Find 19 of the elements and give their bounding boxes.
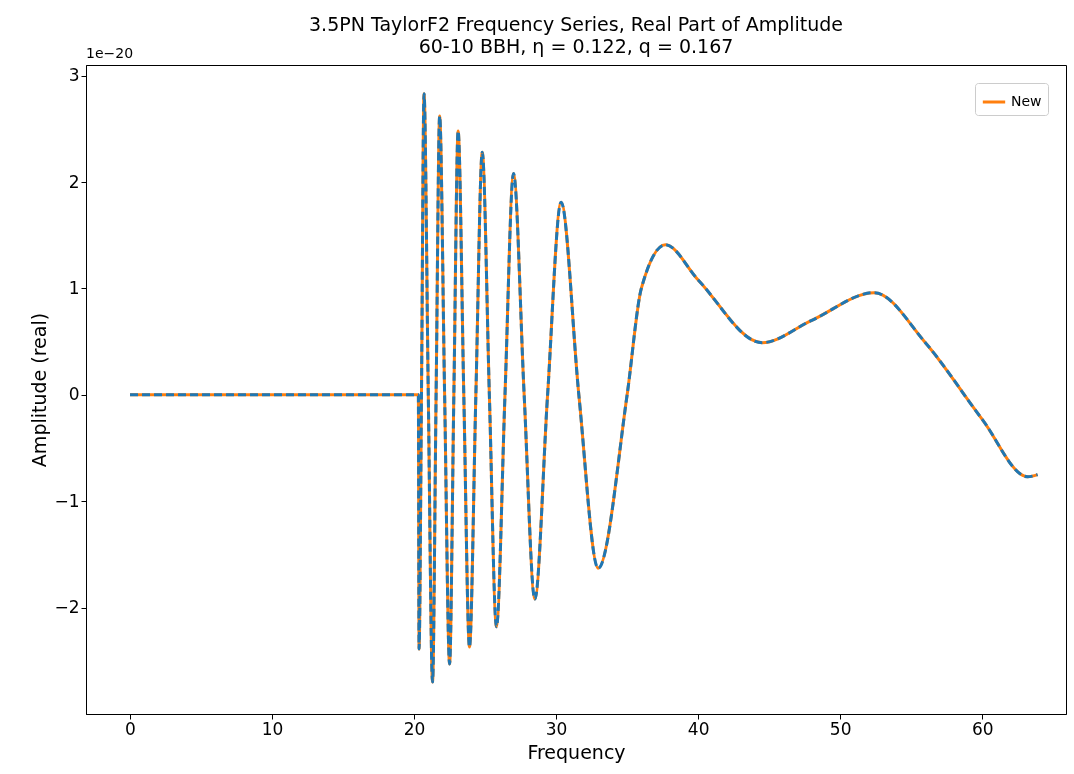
y-axis-title: Amplitude (real) — [28, 312, 51, 468]
y-tick-label: 3 — [68, 65, 80, 86]
x-tick-label: 40 — [687, 718, 710, 739]
chart-title: 3.5PN TaylorF2 Frequency Series, Real Part of Amplitude — [308, 13, 844, 35]
x-tick-label: 30 — [545, 718, 568, 739]
legend-label: New — [1011, 93, 1042, 109]
text: 1e−20 — [86, 45, 134, 61]
chart-subtitle: 60-10 BBH, η = 0.122, q = 0.167 — [418, 35, 734, 57]
x-tick-label: 10 — [261, 718, 284, 739]
y-tick-label: 0 — [68, 384, 80, 405]
y-tick-label: 2 — [68, 171, 80, 192]
x-axis-title: Frequency — [527, 740, 626, 763]
x-tick-label: 60 — [971, 718, 994, 739]
y-tick-label: 1 — [68, 277, 80, 298]
x-tick-label: 20 — [403, 718, 426, 739]
y-tick-label: −1 — [54, 490, 80, 511]
y-tick-label: −2 — [54, 597, 80, 618]
x-tick-label: 0 — [125, 718, 136, 739]
x-tick-label: 50 — [829, 718, 852, 739]
